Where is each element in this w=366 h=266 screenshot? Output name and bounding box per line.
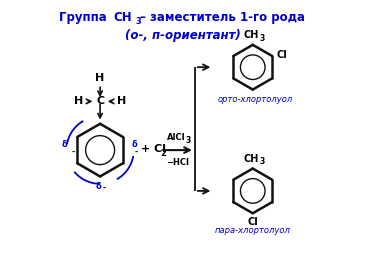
Text: (о-, п-ориентант): (о-, п-ориентант) xyxy=(125,29,241,42)
Text: – заместитель 1-го рода: – заместитель 1-го рода xyxy=(139,11,305,24)
Text: δ: δ xyxy=(61,140,67,149)
Text: 3: 3 xyxy=(260,157,265,167)
Text: -: - xyxy=(135,147,138,156)
Text: AlCl: AlCl xyxy=(167,133,186,142)
Text: δ: δ xyxy=(131,140,137,149)
Text: H: H xyxy=(117,96,126,106)
Text: −HCl: −HCl xyxy=(166,158,189,167)
Text: δ: δ xyxy=(96,182,102,191)
Text: пара-хлортолуол: пара-хлортолуол xyxy=(215,226,291,235)
Text: орто-хлортолуол: орто-хлортолуол xyxy=(218,95,293,104)
Text: CH: CH xyxy=(244,154,259,164)
Text: 3: 3 xyxy=(185,136,190,145)
Text: Cl: Cl xyxy=(247,217,258,227)
Text: CH: CH xyxy=(113,11,132,24)
Text: H: H xyxy=(74,96,83,106)
Text: -: - xyxy=(103,184,106,193)
Text: -: - xyxy=(72,147,75,156)
Text: + Cl: + Cl xyxy=(141,144,166,154)
Text: CH: CH xyxy=(244,30,259,40)
Text: Группа: Группа xyxy=(59,11,111,24)
Text: 3: 3 xyxy=(135,17,141,26)
Text: H: H xyxy=(96,73,105,83)
Text: 3: 3 xyxy=(260,34,265,43)
Text: C: C xyxy=(96,96,104,106)
Text: Cl: Cl xyxy=(276,50,287,60)
Text: 2: 2 xyxy=(161,149,167,158)
